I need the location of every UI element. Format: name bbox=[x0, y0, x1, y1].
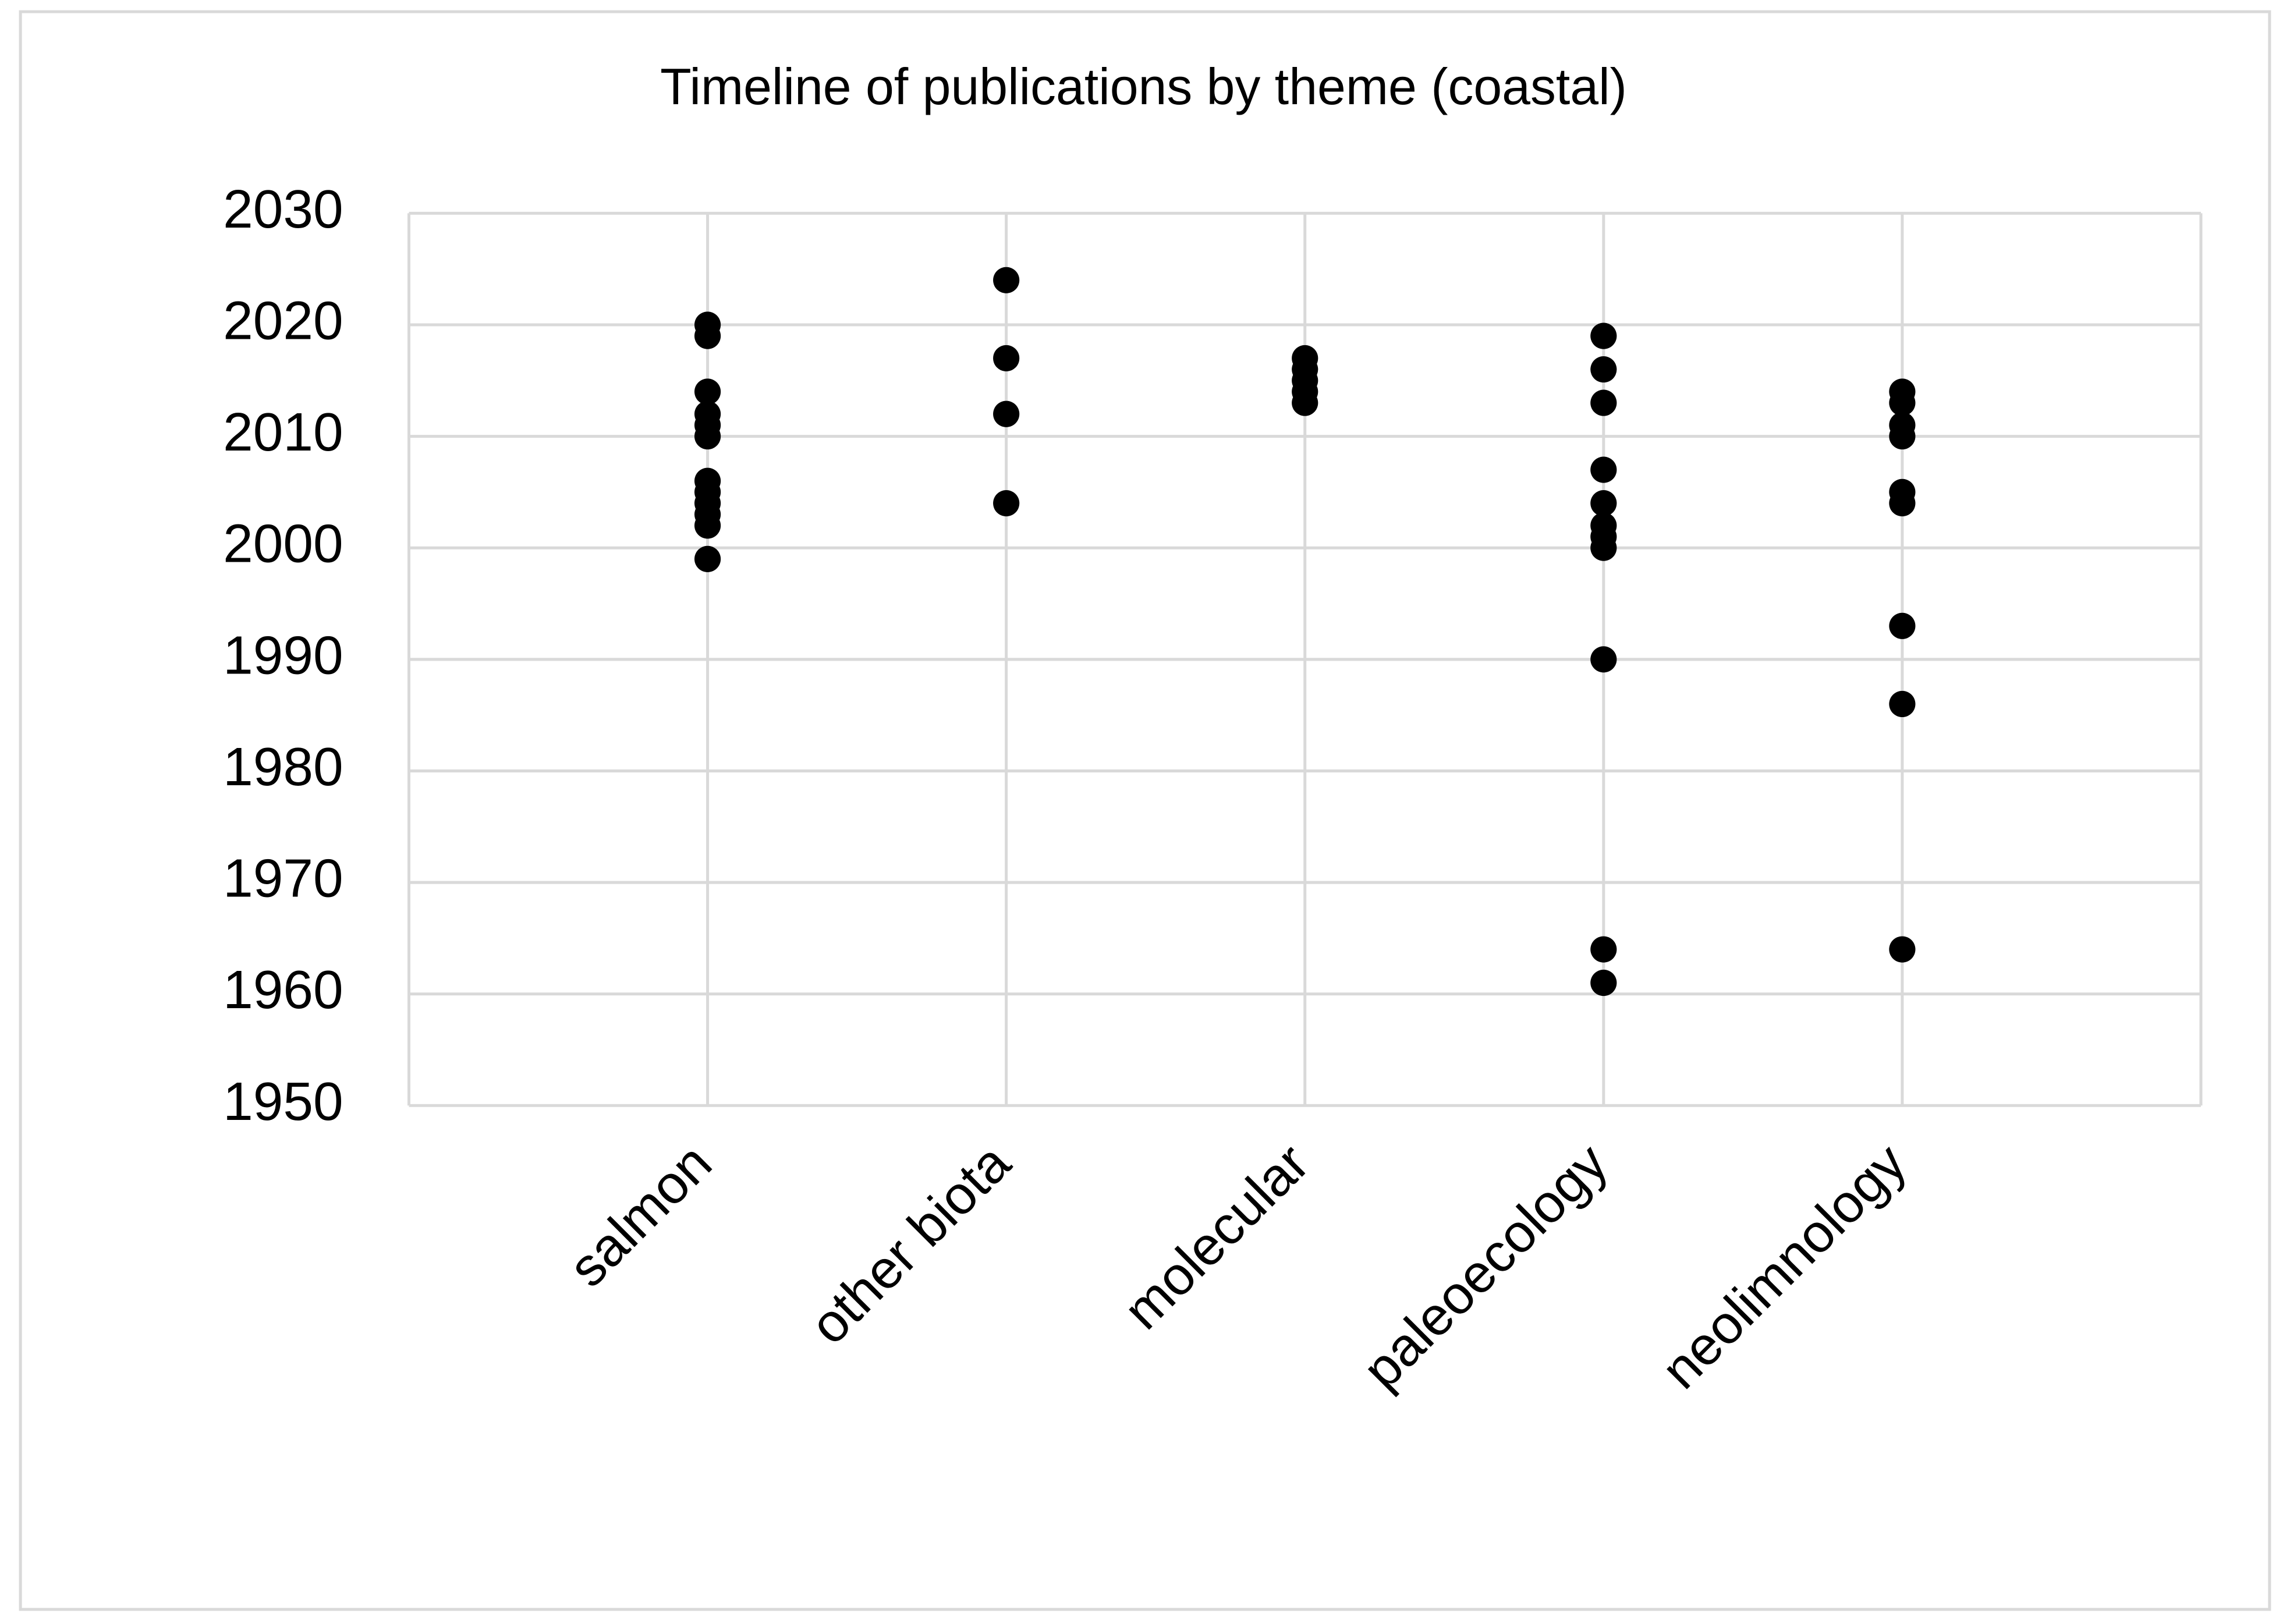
point bbox=[1889, 423, 1916, 450]
point bbox=[1292, 389, 1318, 416]
point bbox=[1590, 356, 1617, 383]
y-tick-label: 2020 bbox=[223, 290, 343, 350]
y-tick-label: 1990 bbox=[223, 625, 343, 685]
point bbox=[1590, 322, 1617, 349]
y-tick-label: 1970 bbox=[223, 848, 343, 909]
chart-title: Timeline of publications by theme (coast… bbox=[660, 58, 1627, 115]
point bbox=[1590, 490, 1617, 517]
point bbox=[694, 378, 721, 405]
y-tick-label: 1960 bbox=[223, 959, 343, 1020]
point bbox=[1590, 936, 1617, 963]
y-tick-label: 2000 bbox=[223, 513, 343, 574]
point bbox=[694, 322, 721, 349]
point bbox=[694, 545, 721, 572]
chart-border bbox=[19, 10, 2271, 1611]
point bbox=[1889, 690, 1916, 718]
point bbox=[993, 267, 1020, 293]
point bbox=[1889, 936, 1916, 963]
point bbox=[1590, 969, 1617, 997]
y-tick-label: 1950 bbox=[223, 1071, 343, 1132]
point bbox=[993, 345, 1020, 372]
point bbox=[1590, 646, 1617, 673]
point bbox=[1889, 490, 1916, 517]
point bbox=[1590, 389, 1617, 416]
point bbox=[993, 400, 1020, 427]
point bbox=[1590, 534, 1617, 561]
y-tick-label: 1980 bbox=[223, 736, 343, 797]
point bbox=[694, 512, 721, 539]
point bbox=[1590, 456, 1617, 483]
point bbox=[1889, 389, 1916, 416]
y-tick-label: 2030 bbox=[223, 179, 343, 239]
point bbox=[993, 490, 1020, 517]
point bbox=[1889, 612, 1916, 639]
point bbox=[694, 423, 721, 450]
y-tick-label: 2010 bbox=[223, 402, 343, 462]
